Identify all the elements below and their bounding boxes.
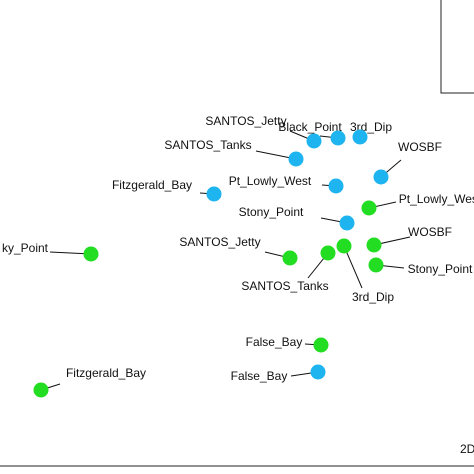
point (352, 129, 368, 145)
point-label: SANTOS_Jetty (179, 235, 260, 249)
point-label: Fitzgerald_Bay (112, 178, 192, 192)
point-label: Black_Point (278, 120, 342, 134)
point (368, 257, 384, 273)
point (328, 178, 344, 194)
point-label: SANTOS_Tanks (164, 138, 251, 152)
leader-line (343, 245, 363, 289)
point (83, 246, 99, 262)
point (336, 238, 352, 254)
point-label: Stony_Point (239, 205, 304, 219)
point (373, 169, 389, 185)
point (339, 215, 355, 231)
point (366, 237, 382, 253)
point-label: 3rd_Dip (352, 290, 394, 304)
point (310, 364, 326, 380)
point-label: Fitzgerald_Bay (66, 366, 146, 380)
point-label: WOSBF (398, 140, 442, 154)
point (288, 151, 304, 167)
point-label: Pt_Lowly_West (399, 192, 474, 206)
point-label: False_Bay (246, 335, 303, 349)
point (330, 130, 346, 146)
point (206, 186, 222, 202)
point (313, 337, 329, 353)
point-label: SANTOS_Jetty (205, 114, 286, 128)
point (306, 133, 322, 149)
stress-note: 2D (460, 442, 474, 456)
point-label: SANTOS_Tanks (241, 279, 328, 293)
point-label: Pt_Lowly_West (229, 174, 312, 188)
legend-box (440, 0, 474, 94)
point-label: Stony_Point (408, 262, 473, 276)
point (361, 200, 377, 216)
point-label: False_Bay (231, 369, 288, 383)
point-label: WOSBF (408, 225, 452, 239)
point-label: ky_Point (2, 241, 49, 255)
point (33, 382, 49, 398)
point (282, 250, 298, 266)
point (320, 245, 336, 261)
